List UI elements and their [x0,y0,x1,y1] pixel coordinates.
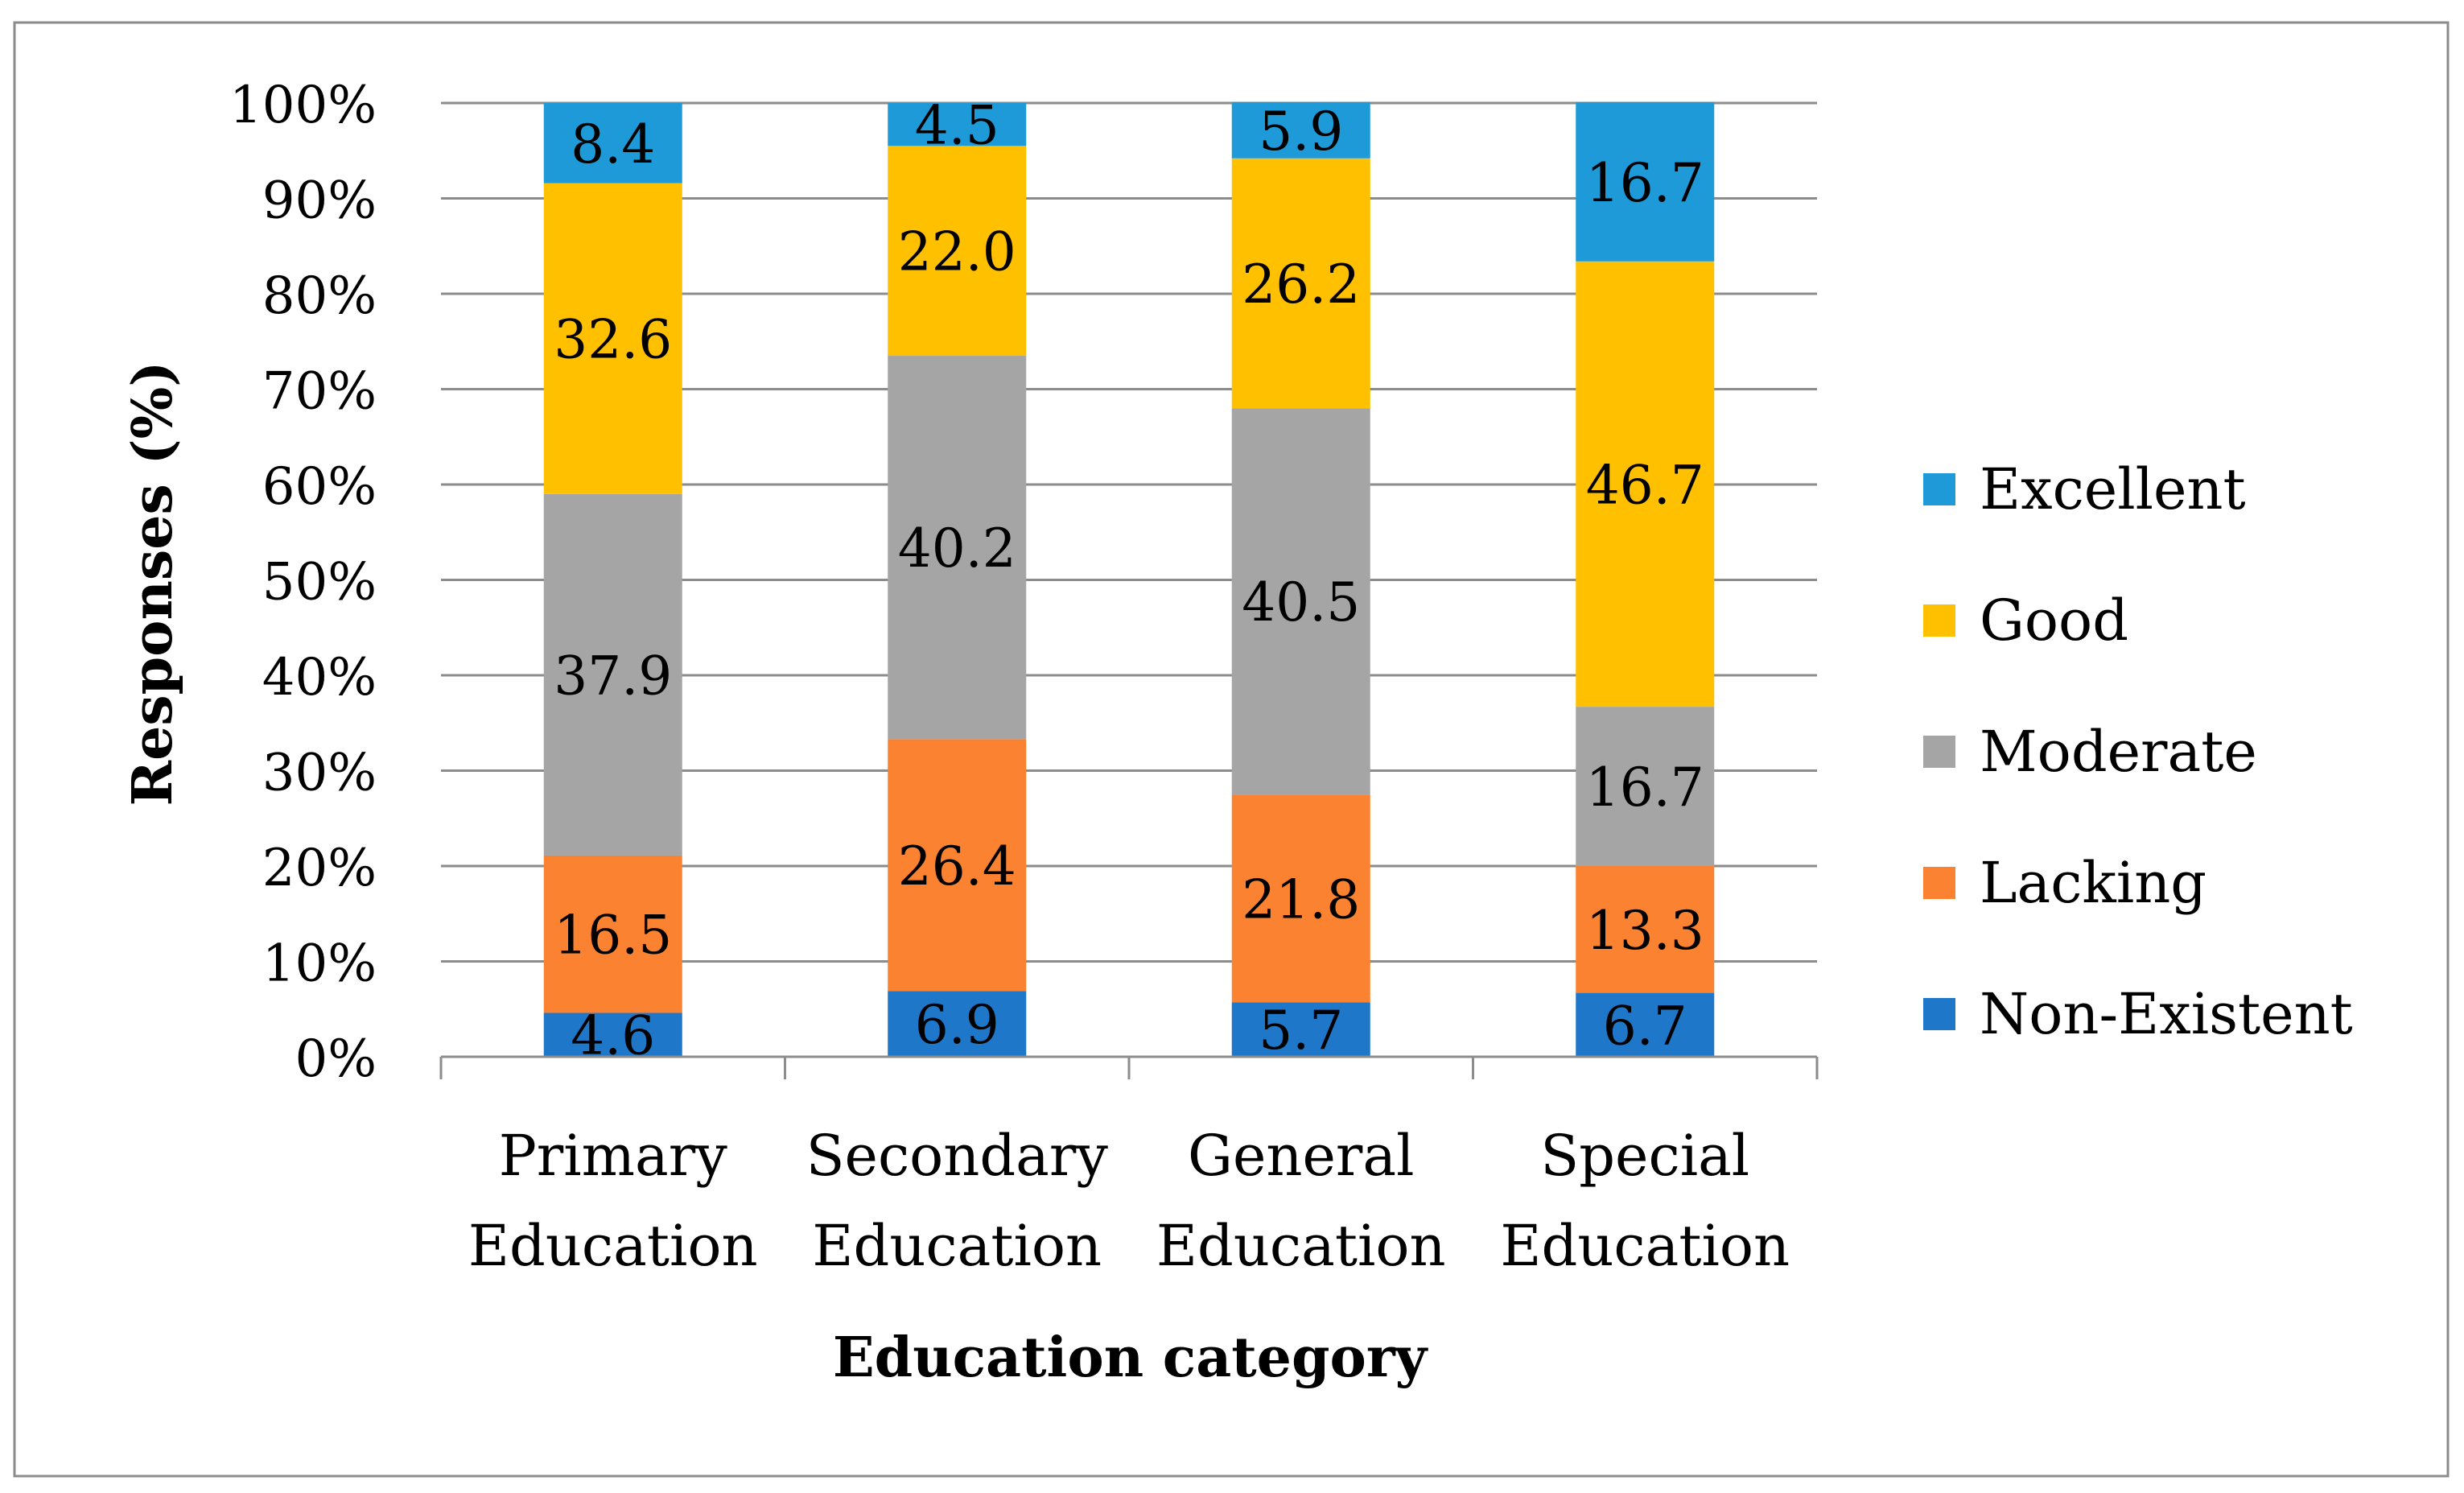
data-label: 26.2 [1242,254,1360,316]
legend-label: Good [1980,588,2128,654]
y-tick-label: 60% [262,457,377,517]
bar-segment [543,1013,682,1057]
legend: Excellent Good Moderate Lacking Non-Existent [1923,456,2353,1047]
x-tick-label: Education [812,1213,1102,1279]
x-tick-label: Secondary [806,1123,1109,1189]
legend-label: Lacking [1980,850,2206,916]
y-tick-label: 80% [262,266,377,326]
bar-segment [543,183,682,494]
legend-swatch [1923,867,1955,899]
bar-segment [1231,158,1370,409]
bar-segment [888,356,1027,740]
bar-segment [1231,101,1370,159]
bar-segment [543,103,682,184]
bar-segment [888,146,1027,357]
bar-segment [543,855,682,1013]
bar-segment [1576,992,1715,1057]
legend-swatch [1923,998,1955,1030]
legend-swatch [1923,473,1955,505]
bar-segment [888,103,1027,146]
bar-segment [1576,866,1715,993]
legend-swatch [1923,604,1955,637]
data-label: 26.4 [898,835,1016,897]
axes: 0% 10% 20% 30% 40% 50% 60% 70% 80% 90% 100% Primary… [229,76,1819,1279]
data-labels: 4.616.537.932.68.46.926.440.222.04.55.72… [554,95,1704,1067]
data-label: 37.9 [554,645,672,707]
bar-segment [888,991,1027,1057]
bar-segment [1576,707,1715,866]
y-tick-label: 90% [262,171,377,231]
data-label: 4.5 [915,95,999,157]
y-tick-label: 100% [229,76,377,135]
data-label: 5.7 [1259,1000,1343,1062]
legend-label: Excellent [1980,456,2246,522]
x-tick-label: Special [1540,1123,1749,1189]
y-tick-label: 40% [262,648,377,707]
data-label: 6.7 [1603,995,1687,1057]
bar-segment [1576,101,1715,262]
bar-segment [1231,408,1370,795]
y-tick-label: 70% [262,362,377,422]
y-axis-title: Responses (%) [121,361,185,806]
x-tick-label: Education [468,1213,758,1279]
x-tick-label: Primary [499,1123,728,1189]
y-tick-label: 20% [262,839,377,898]
bars [543,101,1715,1057]
y-tick-label: 0% [295,1029,377,1089]
legend-label: Moderate [1980,719,2257,785]
data-label: 16.7 [1586,757,1704,819]
y-tick-label: 30% [262,744,377,803]
bar-segment [888,739,1027,992]
bar-segment [1231,794,1370,1003]
x-tick-label: Education [1156,1213,1446,1279]
y-tick-label: 10% [262,934,377,994]
x-axis-title: Education category [833,1326,1429,1390]
x-tick-label: General [1188,1123,1414,1189]
legend-swatch [1923,736,1955,768]
data-label: 32.6 [554,309,672,371]
bar-segment [1576,261,1715,707]
data-label: 13.3 [1586,900,1704,962]
data-label: 16.5 [554,905,672,967]
x-tick-label: Education [1500,1213,1790,1279]
data-label: 21.8 [1242,868,1360,930]
data-label: 40.2 [898,518,1016,579]
data-label: 40.5 [1242,571,1360,633]
data-label: 16.7 [1586,152,1704,214]
data-label: 22.0 [898,221,1016,283]
data-label: 6.9 [915,994,999,1056]
legend-label: Non-Existent [1980,981,2353,1047]
bar-segment [1231,1002,1370,1057]
data-label: 46.7 [1586,454,1704,516]
data-label: 8.4 [571,113,655,175]
data-label: 5.9 [1259,101,1343,163]
chart-border [13,21,2450,1478]
y-tick-label: 50% [262,553,377,612]
bar-segment [543,493,682,856]
